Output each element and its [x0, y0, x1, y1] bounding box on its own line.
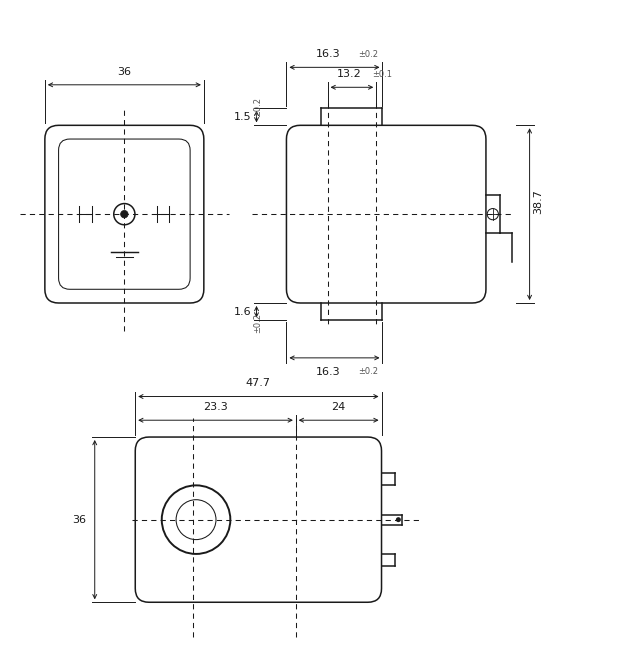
- Text: ±0.2: ±0.2: [253, 97, 262, 117]
- Text: 16.3: 16.3: [316, 366, 340, 376]
- Text: 23.3: 23.3: [203, 402, 228, 412]
- Text: 36: 36: [118, 67, 131, 76]
- Text: 24: 24: [331, 402, 346, 412]
- Text: 1.5: 1.5: [234, 111, 252, 122]
- Text: ±0.2: ±0.2: [253, 313, 262, 333]
- Text: 38.7: 38.7: [533, 189, 543, 214]
- Text: 16.3: 16.3: [316, 49, 340, 59]
- Text: ±0.2: ±0.2: [358, 366, 378, 376]
- Text: 36: 36: [72, 515, 86, 525]
- Text: ±0.1: ±0.1: [372, 71, 392, 79]
- Text: ±0.2: ±0.2: [358, 50, 378, 59]
- Circle shape: [396, 517, 401, 522]
- Text: 1.6: 1.6: [234, 306, 252, 317]
- Text: 13.2: 13.2: [337, 69, 361, 79]
- Circle shape: [121, 210, 128, 218]
- Text: 47.7: 47.7: [246, 378, 271, 388]
